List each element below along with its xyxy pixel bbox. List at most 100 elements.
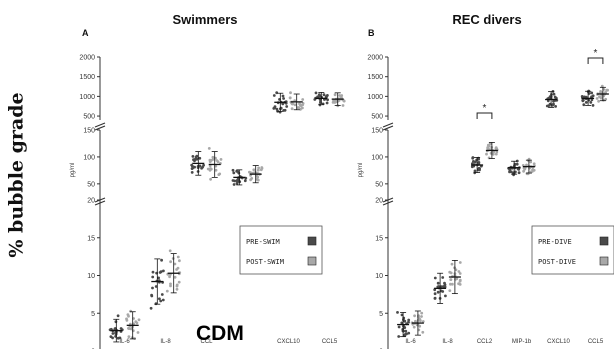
data-point xyxy=(231,179,235,182)
data-point xyxy=(190,171,194,174)
y-tick-label: 10 xyxy=(375,273,383,280)
data-point xyxy=(522,169,525,173)
y-tick-label: 50 xyxy=(375,181,383,188)
x-tick-label: CXCL10 xyxy=(277,339,300,345)
data-point xyxy=(281,102,285,106)
data-point xyxy=(288,96,292,100)
data-point xyxy=(449,278,453,281)
data-point xyxy=(281,94,285,98)
data-point xyxy=(211,155,215,159)
data-point xyxy=(598,95,601,99)
data-point xyxy=(433,297,437,300)
data-point xyxy=(477,166,481,170)
axis-break-mark xyxy=(94,197,106,203)
data-point xyxy=(448,289,452,292)
data-point xyxy=(439,285,443,288)
data-point xyxy=(136,331,140,334)
data-point xyxy=(517,168,521,171)
data-point xyxy=(397,325,401,329)
data-point xyxy=(407,318,411,322)
data-point xyxy=(420,311,424,315)
data-point xyxy=(433,292,437,296)
data-point xyxy=(532,162,536,166)
series-pre-swim xyxy=(108,91,329,343)
data-point xyxy=(449,282,452,286)
data-point xyxy=(116,336,120,340)
data-point xyxy=(600,96,604,100)
panel-letter: B xyxy=(368,28,375,38)
data-point xyxy=(127,314,130,318)
data-point xyxy=(325,101,329,105)
data-point xyxy=(334,100,337,104)
data-point xyxy=(151,270,155,274)
data-point xyxy=(420,315,423,318)
data-point xyxy=(317,93,321,96)
series-post-swim xyxy=(125,91,346,340)
data-point xyxy=(455,277,459,281)
data-point xyxy=(173,275,177,279)
figure-y-axis-label: % bubble grade xyxy=(4,40,30,310)
data-point xyxy=(137,318,141,322)
y-tick-label: 2000 xyxy=(79,55,95,62)
y-tick-label: 10 xyxy=(87,273,95,280)
data-point xyxy=(250,177,254,180)
data-point xyxy=(472,160,475,163)
data-point xyxy=(289,91,292,95)
y-tick-label: 50 xyxy=(87,181,95,188)
x-tick-label: CCL xyxy=(200,339,213,345)
data-point xyxy=(515,159,519,163)
data-point xyxy=(437,285,440,288)
data-point xyxy=(299,104,303,108)
data-point xyxy=(171,257,175,260)
data-point xyxy=(397,335,401,338)
data-point xyxy=(326,98,329,102)
data-point xyxy=(517,171,521,175)
data-point xyxy=(338,94,341,97)
data-point xyxy=(218,172,222,176)
data-point xyxy=(175,287,179,291)
y-tick-label: 20 xyxy=(375,198,383,205)
data-point xyxy=(340,96,343,99)
data-point xyxy=(433,276,437,280)
x-tick-label: MIP-1b xyxy=(512,339,532,345)
data-point xyxy=(260,167,264,170)
data-point xyxy=(176,255,180,259)
data-point xyxy=(554,105,557,108)
data-point xyxy=(198,156,202,160)
significance-bracket xyxy=(476,112,493,119)
data-point xyxy=(125,319,129,322)
data-point xyxy=(494,152,498,156)
data-point xyxy=(591,104,595,107)
data-point xyxy=(159,270,163,274)
data-point xyxy=(257,166,260,170)
data-point xyxy=(597,99,600,103)
data-point xyxy=(249,171,253,175)
y-tick-label: 100 xyxy=(371,154,383,161)
data-point xyxy=(443,285,447,289)
data-point xyxy=(157,276,161,280)
axis-break-mark xyxy=(94,125,106,131)
data-point xyxy=(444,294,447,298)
data-point xyxy=(529,170,533,174)
data-point xyxy=(168,249,172,253)
data-point xyxy=(443,281,446,285)
data-point xyxy=(584,101,588,104)
data-point xyxy=(582,103,586,107)
data-point xyxy=(165,289,169,293)
data-point xyxy=(580,95,584,98)
chart-panel-A: SwimmersApg/ml05101520501001505001000150… xyxy=(70,12,346,349)
axis-break-mark xyxy=(94,122,106,128)
data-point xyxy=(162,269,165,273)
data-point xyxy=(160,293,164,296)
legend-box xyxy=(531,225,614,275)
data-point xyxy=(169,284,172,288)
legend: PRE-SWIM POST-SWIM xyxy=(239,225,323,275)
data-point xyxy=(413,314,416,318)
x-tick-label: CCL5 xyxy=(322,339,338,345)
data-point xyxy=(175,284,179,288)
data-point xyxy=(407,331,411,335)
data-point xyxy=(200,166,204,170)
data-point xyxy=(127,335,131,338)
data-point xyxy=(515,162,519,166)
